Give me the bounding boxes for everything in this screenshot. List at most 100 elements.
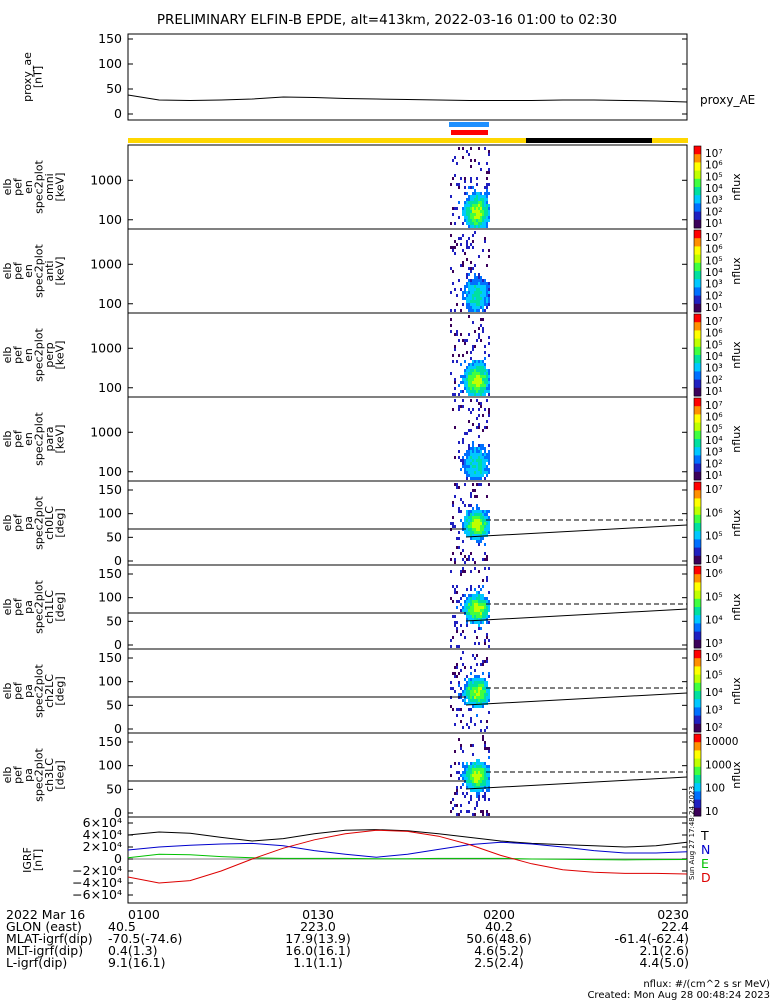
heatmap-cell — [484, 390, 486, 393]
heatmap-cell — [486, 633, 488, 636]
heatmap-cell — [486, 378, 488, 381]
heatmap-cell — [484, 543, 486, 546]
heatmap-cell — [460, 804, 462, 807]
heatmap-cell — [470, 519, 472, 522]
heatmap-cell — [464, 369, 466, 372]
colorbar-segment — [694, 639, 701, 649]
heatmap-cell — [466, 513, 468, 516]
heatmap-cell — [464, 288, 466, 291]
ylabel-line: elb — [1, 179, 14, 196]
heatmap-cell — [464, 504, 466, 507]
heatmap-cell — [460, 744, 462, 747]
heatmap-cell — [476, 618, 478, 621]
heatmap-cell — [470, 531, 472, 534]
colorbar-segment — [694, 498, 701, 508]
heatmap-cell — [478, 294, 480, 297]
heatmap-cell — [452, 522, 454, 525]
heatmap-cell — [482, 429, 484, 432]
heatmap-cell — [474, 513, 476, 516]
heatmap-cell — [478, 483, 480, 486]
heatmap-cell — [454, 624, 456, 627]
ytick-label: 100 — [98, 674, 122, 689]
heatmap-cell — [488, 171, 490, 174]
heatmap-cell — [460, 237, 462, 240]
colorbar-segment — [694, 303, 701, 313]
heatmap-cell — [464, 531, 466, 534]
heatmap-cell — [478, 687, 480, 690]
heatmap-cell — [482, 297, 484, 300]
heatmap-cell — [488, 375, 490, 378]
ytick-label: 100 — [98, 56, 122, 71]
heatmap-cell — [484, 222, 486, 225]
heatmap-cell — [454, 348, 456, 351]
panel-frame — [127, 228, 688, 314]
heatmap-cell — [484, 285, 486, 288]
heatmap-cell — [476, 426, 478, 429]
heatmap-cell — [468, 309, 470, 312]
colorbar-segment — [694, 279, 701, 288]
heatmap-cell — [484, 357, 486, 360]
heatmap-cell — [472, 408, 474, 411]
heatmap-cell — [466, 597, 468, 600]
heatmap-cell — [472, 192, 474, 195]
heatmap-cell — [476, 792, 478, 795]
heatmap-cell — [454, 288, 456, 291]
colorbar-label: nflux — [730, 761, 743, 789]
heatmap-cell — [450, 318, 452, 321]
colorbar-segment — [694, 723, 701, 733]
heatmap-cell — [486, 699, 488, 702]
colorbar-tick-label: 10⁵ — [705, 339, 723, 351]
heatmap-cell — [474, 216, 476, 219]
heatmap-cell — [472, 606, 474, 609]
colorbar-segment — [694, 607, 701, 616]
ylabel-line: pef — [12, 177, 25, 196]
heatmap-cell — [454, 588, 456, 591]
ytick-label: 0 — [114, 637, 122, 652]
heatmap-cell — [482, 522, 484, 525]
heatmap-cell — [466, 432, 468, 435]
heatmap-cell — [464, 594, 466, 597]
heatmap-cell — [460, 669, 462, 672]
heatmap-cell — [464, 468, 466, 471]
heatmap-cell — [470, 291, 472, 294]
heatmap-cell — [470, 768, 472, 771]
heatmap-cell — [466, 612, 468, 615]
heatmap-cell — [476, 507, 478, 510]
heatmap-cell — [480, 303, 482, 306]
heatmap-cell — [470, 459, 472, 462]
heatmap-cell — [456, 645, 458, 648]
heatmap-cell — [452, 360, 454, 363]
heatmap-cell — [476, 468, 478, 471]
heatmap-cell — [476, 504, 478, 507]
heatmap-cell — [474, 375, 476, 378]
heatmap-cell — [476, 285, 478, 288]
heatmap-cell — [472, 198, 474, 201]
colorbar-segment — [694, 674, 701, 684]
heatmap-cell — [474, 204, 476, 207]
heatmap-cell — [466, 351, 468, 354]
heatmap-cell — [470, 765, 472, 768]
heatmap-cell — [484, 375, 486, 378]
heatmap-cell — [466, 204, 468, 207]
heatmap-cell — [486, 198, 488, 201]
heatmap-cell — [472, 621, 474, 624]
heatmap-cell — [482, 444, 484, 447]
heatmap-cell — [472, 600, 474, 603]
heatmap-cell — [478, 300, 480, 303]
heatmap-cell — [464, 771, 466, 774]
heatmap-cell — [478, 306, 480, 309]
heatmap-cell — [474, 222, 476, 225]
heatmap-cell — [476, 417, 478, 420]
heatmap-cell — [468, 771, 470, 774]
heatmap-cell — [478, 282, 480, 285]
heatmap-cell — [468, 606, 470, 609]
heatmap-cell — [482, 735, 484, 738]
heatmap-cell — [474, 345, 476, 348]
heatmap-cell — [482, 249, 484, 252]
heatmap-cell — [456, 789, 458, 792]
heatmap-cell — [468, 285, 470, 288]
heatmap-cell — [472, 300, 474, 303]
heatmap-cell — [466, 243, 468, 246]
heatmap-cell — [474, 477, 476, 480]
